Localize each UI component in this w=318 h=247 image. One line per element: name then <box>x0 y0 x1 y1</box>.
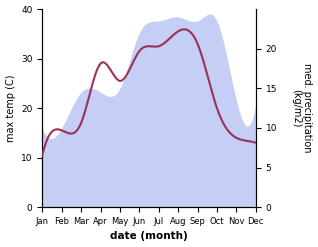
X-axis label: date (month): date (month) <box>110 231 188 242</box>
Y-axis label: med. precipitation
(kg/m2): med. precipitation (kg/m2) <box>291 63 313 153</box>
Y-axis label: max temp (C): max temp (C) <box>5 74 16 142</box>
